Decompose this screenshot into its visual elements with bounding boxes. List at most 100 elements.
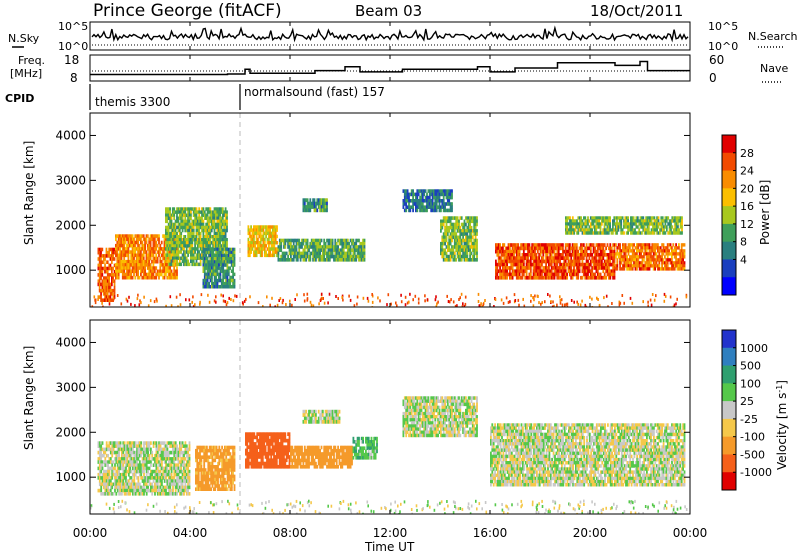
- heatmap-cell: [607, 216, 610, 220]
- heatmap-cell: [634, 261, 637, 265]
- heatmap-cell: [460, 238, 463, 243]
- heatmap-cell: [536, 272, 539, 277]
- heatmap-cell: [273, 237, 276, 242]
- heatmap-cell: [203, 253, 206, 258]
- heatmap-cell: [455, 219, 458, 224]
- heatmap-cell: [112, 257, 114, 261]
- heatmap-cell: [426, 199, 428, 203]
- heatmap-cell: [650, 264, 652, 268]
- heatmap-cell: [550, 259, 553, 264]
- heatmap-cell: [142, 250, 145, 254]
- heatmap-cell: [215, 235, 217, 239]
- heatmap-cell: [213, 216, 216, 220]
- heatmap-cell: [451, 248, 453, 252]
- heatmap-cell: [126, 453, 129, 458]
- heatmap-cell: [296, 238, 299, 243]
- heatmap-cell: [334, 251, 337, 256]
- heatmap-cell: [580, 246, 582, 251]
- heatmap-cell: [284, 254, 287, 259]
- heatmap-cell: [188, 247, 191, 251]
- heatmap-cell: [585, 243, 588, 247]
- heatmap-cell: [255, 231, 258, 236]
- heatmap-cell: [257, 244, 259, 248]
- heatmap-cell: [598, 303, 601, 307]
- heatmap-cell: [591, 231, 594, 235]
- heatmap-cell: [177, 262, 180, 267]
- heatmap-cell: [541, 262, 543, 267]
- heatmap-cell: [328, 241, 331, 246]
- heatmap-cell: [176, 253, 178, 257]
- heatmap-cell: [247, 237, 250, 242]
- heatmap-cell: [192, 210, 195, 214]
- heatmap-cell: [151, 237, 153, 242]
- heatmap-cell: [424, 189, 427, 193]
- heatmap-cell: [613, 253, 616, 257]
- heatmap-cell: [442, 195, 445, 200]
- heatmap-cell: [577, 256, 580, 260]
- heatmap-cell: [121, 237, 124, 242]
- heatmap-cell: [115, 441, 118, 445]
- heatmap-cell: [226, 219, 228, 224]
- heatmap-cell: [613, 259, 616, 264]
- heatmap-cell: [541, 269, 543, 274]
- heatmap-cell: [115, 266, 117, 270]
- heatmap-cell: [648, 258, 651, 262]
- heatmap-cell: [121, 492, 123, 496]
- heatmap-cell: [258, 247, 261, 251]
- heatmap-cell: [292, 254, 295, 259]
- heatmap-cell: [178, 235, 181, 239]
- heatmap-cell: [470, 251, 473, 256]
- heatmap-cell: [167, 259, 170, 263]
- heatmap-cell: [552, 246, 554, 251]
- heatmap-cell: [118, 469, 120, 474]
- heatmap-cell: [151, 259, 153, 264]
- heatmap-cell: [215, 210, 217, 214]
- heatmap-cell: [125, 488, 127, 493]
- heatmap-cell: [451, 216, 453, 220]
- heatmap-cell: [216, 231, 219, 236]
- heatmap-cell: [115, 234, 117, 238]
- heatmap-cell: [445, 258, 448, 262]
- heatmap-cell: [283, 238, 285, 243]
- heatmap-cell: [112, 247, 114, 252]
- heatmap-cell: [471, 258, 474, 262]
- heatmap-cell: [611, 302, 613, 305]
- heatmap-cell: [313, 241, 316, 246]
- heatmap-cell: [151, 253, 153, 258]
- heatmap-cell: [278, 248, 281, 252]
- heatmap-cell: [201, 222, 203, 227]
- heatmap-cell: [102, 254, 105, 258]
- heatmap-cell: [513, 256, 515, 260]
- heatmap-cell: [455, 222, 458, 227]
- heatmap-cell: [232, 278, 234, 283]
- heatmap-cell: [569, 243, 571, 247]
- heatmap-cell: [649, 222, 652, 226]
- heatmap-cell: [614, 222, 617, 226]
- heatmap-cell: [216, 210, 219, 214]
- heatmap-cell: [133, 263, 135, 267]
- heatmap-cell: [569, 219, 571, 223]
- heatmap-cell: [532, 243, 535, 247]
- heatmap-cell: [445, 195, 448, 200]
- heatmap-cell: [176, 266, 178, 270]
- heatmap-cell: [181, 247, 184, 251]
- heatmap-cell: [521, 269, 524, 274]
- heatmap-cell: [528, 249, 531, 254]
- heatmap-cell: [306, 208, 309, 213]
- heatmap-cell: [100, 444, 103, 448]
- heatmap-cell: [101, 472, 104, 477]
- heatmap-cell: [643, 228, 646, 232]
- heatmap-cell: [623, 252, 626, 256]
- heatmap-cell: [531, 249, 534, 254]
- heatmap-cell: [122, 441, 125, 445]
- heatmap-cell: [272, 237, 274, 242]
- heatmap-cell: [599, 253, 602, 257]
- heatmap-cell: [670, 225, 672, 229]
- heatmap-cell: [115, 457, 118, 461]
- heatmap-cell: [631, 219, 634, 223]
- heatmap-cell: [667, 222, 670, 226]
- heatmap-cell: [497, 256, 500, 260]
- heatmap-cell: [215, 272, 217, 277]
- heatmap-cell: [340, 258, 342, 262]
- heatmap-cell: [664, 231, 667, 235]
